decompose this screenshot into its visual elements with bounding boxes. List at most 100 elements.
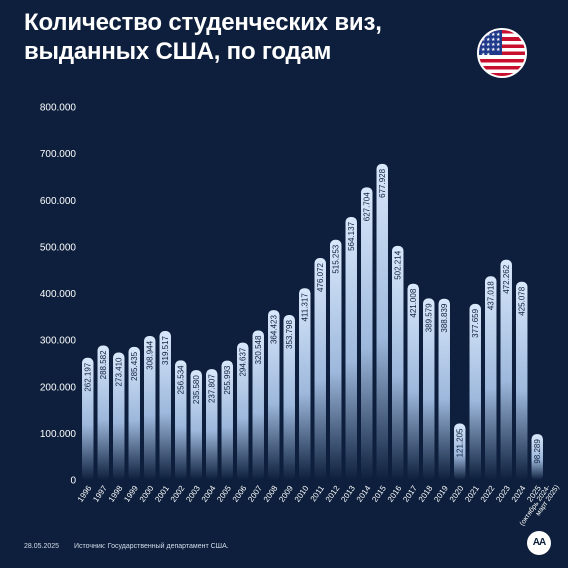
bar [190, 370, 202, 480]
bar-value-label: 476.072 [316, 262, 325, 291]
bar-value-label: 677.928 [378, 168, 387, 197]
x-tick-label: 2023 [494, 484, 512, 504]
bars-group: 262.197 288.582 273.410 285.435 308.944 319.5… [82, 163, 543, 481]
bar [423, 298, 435, 480]
bar [438, 298, 450, 480]
bar-value-label: 256.534 [177, 365, 186, 394]
x-tick-label: 2024 [510, 484, 528, 504]
bar [237, 342, 249, 480]
x-tick-label: 2002 [169, 484, 187, 504]
x-tick-label: 2013 [339, 484, 357, 504]
x-tick-label: 2010 [293, 484, 311, 504]
x-tick-label: 2020 [448, 484, 466, 504]
bar [299, 288, 311, 480]
bar [128, 346, 140, 480]
x-tick-label: 2015 [370, 484, 388, 504]
bar-value-label: 98.289 [533, 439, 542, 464]
x-tick-label: 2003 [184, 484, 202, 504]
bar-value-label: 425.078 [518, 286, 527, 315]
x-tick-label: 1998 [107, 484, 125, 504]
x-tick-label: 2008 [262, 484, 280, 504]
x-tick-label: 2011 [309, 484, 327, 504]
x-tick-label: 2001 [153, 484, 171, 504]
source-note: Источник: Государственный департамент СШ… [74, 543, 229, 550]
bar-value-label: 288.582 [99, 350, 108, 379]
bar [392, 245, 404, 480]
x-tick-label: 2016 [386, 484, 404, 504]
y-tick-label: 0 [70, 476, 76, 487]
x-tick-label: 2022 [479, 484, 497, 504]
bar-value-label: 411.317 [301, 293, 310, 322]
y-tick-label: 600.000 [40, 196, 77, 207]
bar [97, 345, 109, 480]
page-title: Количество студенческих виз, выданных СШ… [24, 9, 382, 65]
bar [516, 281, 528, 480]
y-axis: 0 100.000 200.000 300.000 400.000 500.000 600.… [40, 103, 77, 487]
bar [407, 283, 419, 480]
bar-value-label: 388.839 [440, 303, 449, 332]
bar [175, 360, 187, 480]
bar [531, 434, 543, 480]
x-tick-label: 2021 [463, 484, 481, 504]
y-tick-label: 800.000 [40, 103, 77, 114]
bar [206, 369, 218, 480]
x-tick-label: 2000 [138, 484, 156, 504]
bar-value-label: 308.944 [146, 340, 155, 369]
x-tick-label: 2012 [324, 484, 342, 504]
x-tick-label: 2006 [231, 484, 249, 504]
bar-value-label: 364.423 [270, 315, 279, 344]
bar-value-label: 319.517 [161, 335, 170, 364]
bar-value-label: 564.137 [347, 221, 356, 250]
bar [159, 331, 171, 480]
y-tick-label: 700.000 [40, 149, 77, 160]
x-tick-label: 2019 [432, 484, 450, 504]
bar [500, 259, 512, 480]
y-tick-label: 400.000 [40, 289, 77, 300]
y-tick-label: 500.000 [40, 242, 77, 253]
bar [221, 360, 233, 480]
x-tick-label: 1997 [91, 484, 109, 504]
x-tick-label: 2017 [401, 484, 419, 504]
bar [345, 216, 357, 480]
bar [469, 303, 481, 480]
bar [252, 330, 264, 480]
bar [361, 187, 373, 480]
bar [283, 315, 295, 480]
bar [268, 310, 280, 480]
x-tick-label: 2018 [417, 484, 435, 504]
bar-value-label: 235.580 [192, 375, 201, 404]
bar-value-label: 294.637 [239, 347, 248, 376]
x-tick-label: 2009 [277, 484, 295, 504]
y-tick-label: 300.000 [40, 336, 77, 347]
bar [113, 352, 125, 480]
bar-value-label: 121.205 [456, 428, 465, 457]
x-tick-label: 2014 [355, 484, 373, 504]
bar-value-label: 377.659 [471, 308, 480, 337]
bar-value-label: 437.018 [487, 281, 496, 310]
x-tick-label: 2005 [215, 484, 233, 504]
x-axis: 1996199719981999200020012002200320042005… [76, 483, 561, 527]
bar-value-label: 472.262 [502, 264, 511, 293]
bar [314, 258, 326, 480]
bar-value-label: 515.253 [332, 244, 341, 273]
x-tick-label: 2007 [246, 484, 264, 504]
bar [144, 335, 156, 480]
y-tick-label: 100.000 [40, 429, 77, 440]
bar [376, 163, 388, 481]
x-tick-label: 2004 [200, 484, 218, 504]
publish-date: 28.05.2025 [24, 543, 60, 550]
bar-value-label: 627.704 [363, 192, 372, 221]
x-tick-label: 1996 [76, 484, 94, 504]
x-tick-label: 1999 [122, 484, 140, 504]
y-tick-label: 200.000 [40, 382, 77, 393]
bar [82, 357, 94, 480]
bar [485, 276, 497, 480]
bar-value-label: 285.435 [130, 351, 139, 380]
bar-value-label: 421.008 [409, 288, 418, 317]
bar-value-label: 320.548 [254, 335, 263, 364]
bar [454, 423, 466, 480]
bar-value-label: 502.214 [394, 250, 403, 279]
bar-value-label: 255.993 [223, 365, 232, 394]
bar-value-label: 273.410 [115, 357, 124, 386]
